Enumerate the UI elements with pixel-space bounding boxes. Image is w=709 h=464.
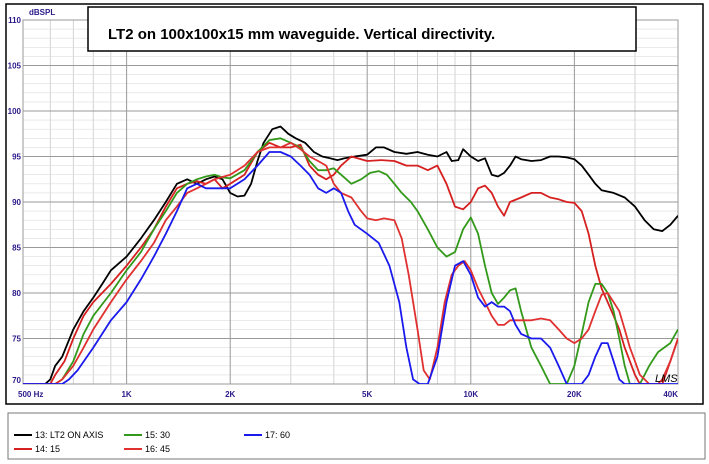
x-tick-label: 1K (121, 390, 131, 399)
series-line (23, 141, 678, 384)
series-line (23, 141, 678, 384)
x-tick-label: 20K (567, 390, 582, 399)
y-tick-label: 105 (8, 62, 22, 71)
y-tick-label: 80 (12, 289, 21, 298)
y-tick-label: 100 (8, 107, 22, 116)
chart-title: LT2 on 100x100x15 mm waveguide. Vertical… (108, 26, 495, 43)
series-line (23, 125, 678, 384)
title-box (87, 6, 637, 52)
y-tick-label: 95 (12, 153, 21, 162)
y-tick-label: 110 (8, 16, 21, 25)
x-tick-label: 500 Hz (18, 390, 43, 399)
y-tick-label: 90 (12, 198, 21, 207)
x-tick-label: 5K (362, 390, 372, 399)
y-axis-label: dBSPL (29, 8, 55, 17)
y-tick-label: 75 (12, 335, 21, 344)
legend-entry-label: 13: LT2 ON AXIS (35, 430, 103, 440)
plot-area: 70 75 80 85 90 95 100 105 110 500 Hz 1K 2K 5K 10K 20K 4… (8, 16, 679, 399)
x-tick-label: 2K (225, 390, 235, 399)
legend-entry-label: 15: 30 (145, 430, 170, 440)
legend: 13: LT2 ON AXIS 14: 15 15: 30 16: 45 17: 60 (14, 430, 290, 454)
x-tick-label: 10K (463, 390, 478, 399)
x-tick-label: 40K (663, 390, 678, 399)
lms-watermark: LMS (655, 373, 678, 385)
y-tick-label: 85 (12, 244, 21, 253)
legend-entry-label: 14: 15 (35, 444, 60, 454)
legend-box (7, 412, 706, 460)
y-tick-label: 70 (12, 376, 21, 385)
series-line (23, 151, 678, 384)
legend-entry-label: 17: 60 (265, 430, 290, 440)
series-line (23, 137, 678, 384)
legend-entry-label: 16: 45 (145, 444, 170, 454)
